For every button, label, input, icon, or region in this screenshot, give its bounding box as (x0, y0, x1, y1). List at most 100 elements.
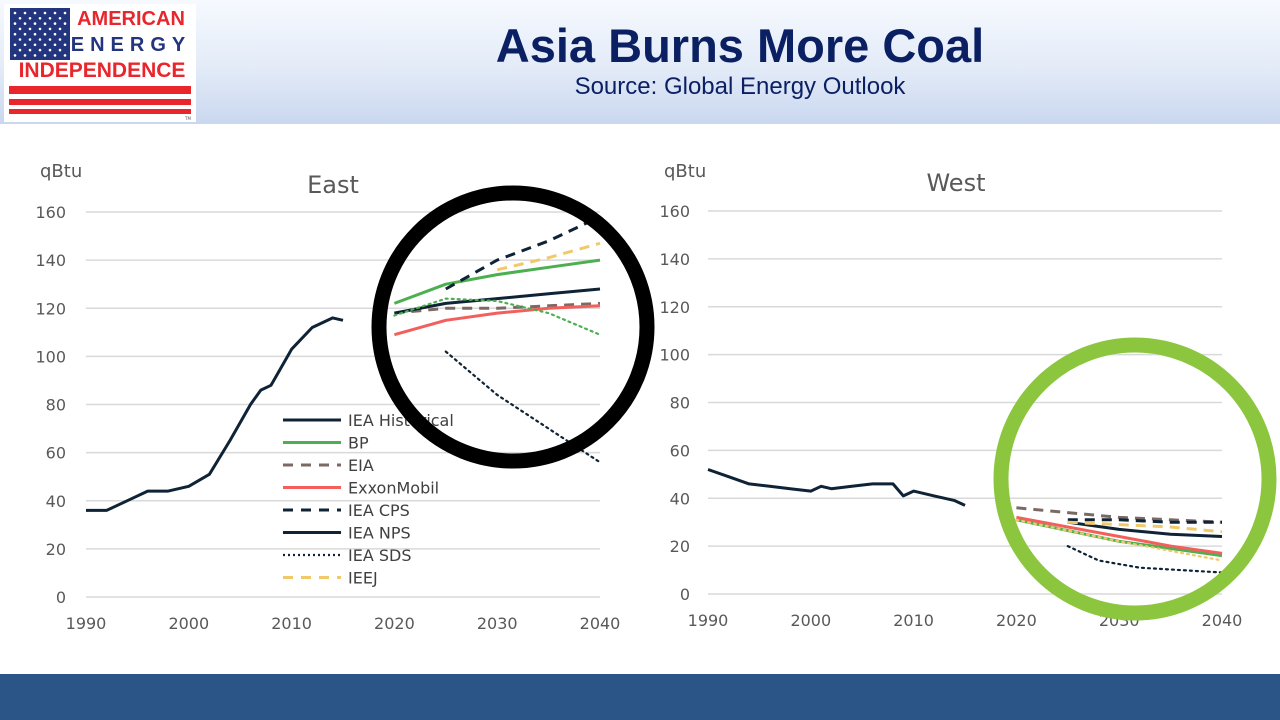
logo-trademark: TM (184, 116, 191, 121)
logo-star (38, 48, 42, 52)
logo-star (43, 43, 47, 47)
series-line-iea-cps (445, 215, 601, 291)
logo-star (23, 43, 27, 47)
series-line-exxonmobil (393, 304, 601, 337)
highlight-ring-west (993, 337, 1277, 621)
logo-star (28, 27, 32, 31)
x-tick-label: 2020 (996, 611, 1037, 630)
logo-stars (13, 11, 67, 57)
logo-star (63, 11, 67, 15)
logo: AMERICAN ENERGY INDEPENDENCE TM (4, 4, 196, 122)
logo-star (63, 32, 67, 36)
logo-star (23, 11, 27, 15)
logo-star (63, 54, 67, 57)
logo-star (48, 48, 52, 52)
logo-star (53, 43, 57, 47)
y-tick-label: 20 (46, 540, 66, 559)
logo-star (23, 54, 27, 57)
series-line-iea-nps (394, 287, 601, 315)
series-line-iea-cps (1067, 518, 1222, 524)
y-axis-label: qBtu (664, 161, 706, 182)
logo-star (38, 27, 42, 31)
logo-star (53, 11, 57, 15)
logo-star (13, 22, 17, 25)
footer-bar (0, 674, 1280, 720)
y-tick-label: 120 (659, 298, 690, 317)
page-title: Asia Burns More Coal (495, 19, 985, 72)
logo-star (43, 32, 47, 36)
series-line-exxonmobil (1016, 515, 1223, 555)
series-line-ieej (496, 241, 601, 272)
logo-text-american: AMERICAN (77, 8, 185, 30)
y-tick-label: 160 (659, 202, 690, 221)
logo-text-energy: ENERGY (71, 34, 191, 56)
x-tick-label: 2020 (374, 614, 415, 633)
series-line-iea-nps (1067, 520, 1223, 538)
y-tick-label: 100 (659, 346, 690, 365)
series-line-bp (393, 258, 601, 305)
logo-star (63, 22, 67, 25)
logo-star (58, 48, 62, 52)
legend-label: IEA Historical (348, 411, 454, 430)
series-line-eia (1016, 506, 1223, 524)
legend-label: EIA (348, 456, 374, 475)
series-line-ieej (1067, 520, 1223, 534)
y-tick-label: 160 (35, 203, 66, 222)
logo-mark: AMERICAN ENERGY INDEPENDENCE TM (9, 8, 191, 121)
legend-label: BP (348, 434, 369, 453)
series-line-iea-historical (707, 468, 966, 507)
logo-star (43, 11, 47, 15)
series-line-unlabeled (1015, 518, 1224, 562)
x-tick-label: 2040 (580, 614, 621, 633)
page-subtitle: Source: Global Energy Outlook (574, 73, 906, 100)
logo-star (13, 43, 17, 47)
y-tick-label: 80 (46, 396, 66, 415)
x-tick-label: 1990 (688, 611, 729, 630)
y-tick-label: 120 (35, 299, 66, 318)
logo-star (33, 11, 37, 15)
legend-label: IEA NPS (348, 524, 411, 543)
logo-star (48, 17, 52, 20)
logo-star (58, 38, 62, 41)
logo-star (48, 27, 52, 31)
logo-stripe (9, 109, 191, 114)
logo-star (38, 17, 42, 20)
logo-star (13, 32, 17, 36)
logo-star (48, 38, 52, 41)
y-axis-label: qBtu (40, 161, 82, 182)
y-tick-label: 40 (670, 489, 690, 508)
y-tick-label: 60 (670, 441, 690, 460)
logo-star (33, 32, 37, 36)
logo-star (18, 38, 22, 41)
logo-star (18, 17, 22, 20)
y-tick-label: 140 (35, 251, 66, 270)
x-tick-label: 2000 (168, 614, 209, 633)
legend-label: IEA CPS (348, 501, 410, 520)
x-tick-label: 2000 (790, 611, 831, 630)
logo-star (58, 27, 62, 31)
logo-star (18, 48, 22, 52)
logo-star (53, 22, 57, 25)
legend-label: IEA SDS (348, 546, 412, 565)
logo-star (23, 32, 27, 36)
y-tick-label: 0 (680, 585, 690, 604)
chart-title: East (307, 171, 359, 199)
x-tick-label: 2010 (893, 611, 934, 630)
logo-star (38, 38, 42, 41)
series-line-iea-historical (86, 316, 344, 512)
logo-star (13, 11, 17, 15)
y-tick-label: 140 (659, 250, 690, 269)
logo-star (43, 22, 47, 25)
x-tick-label: 2030 (477, 614, 518, 633)
logo-star (63, 43, 67, 47)
logo-star (28, 38, 32, 41)
logo-star (18, 27, 22, 31)
logo-stripe (9, 86, 191, 94)
logo-star (53, 54, 57, 57)
logo-star (33, 54, 37, 57)
y-tick-label: 80 (670, 394, 690, 413)
series-line-iea-sds (444, 350, 602, 464)
logo-star (53, 32, 57, 36)
